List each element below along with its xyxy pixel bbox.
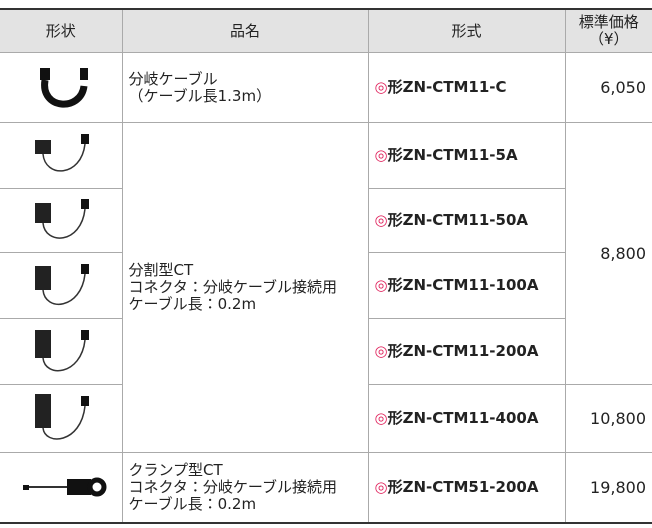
- row: ◎形ZN-CTM11-400A 10,800: [0, 384, 652, 453]
- row: 分岐ケーブル （ケーブル長1.3m） ◎形ZN-CTM11-C 6,050: [0, 52, 652, 123]
- name-cell: 分岐ケーブル （ケーブル長1.3m）: [121, 52, 369, 123]
- model-text: 形ZN-CTM51-200A: [387, 477, 539, 496]
- shape-cell: [0, 252, 123, 319]
- model-cell: ◎形ZN-CTM11-100A: [367, 252, 565, 319]
- name-cell: 分割型CT コネクタ：分岐ケーブル接続用 ケーブル長：0.2m: [121, 122, 369, 453]
- model-text: 形ZN-CTM11-C: [387, 78, 507, 96]
- name-line: コネクタ：分岐ケーブル接続用: [128, 477, 338, 496]
- model-text: 形ZN-CTM11-5A: [387, 146, 518, 164]
- model-mark: ◎: [374, 78, 388, 96]
- product-image: [34, 198, 89, 239]
- product-image: [39, 67, 88, 107]
- model-mark: ◎: [374, 409, 388, 427]
- name-line: 分岐ケーブル: [128, 69, 218, 88]
- name-line: クランプ型CT: [128, 460, 223, 479]
- name-cell: クランプ型CT コネクタ：分岐ケーブル接続用 ケーブル長：0.2m: [121, 452, 369, 523]
- name-line: 分割型CT: [128, 261, 194, 279]
- header-cell: 形式: [367, 8, 566, 53]
- row: ◎形ZN-CTM11-200A: [0, 318, 652, 385]
- product-image: [22, 477, 107, 497]
- name-line: ケーブル長：0.2m: [128, 494, 257, 513]
- model-cell: ◎形ZN-CTM11-50A: [367, 188, 565, 253]
- model-mark: ◎: [374, 276, 388, 294]
- model-cell: ◎形ZN-CTM11-5A: [367, 122, 566, 189]
- model-text: 形ZN-CTM11-200A: [387, 342, 539, 360]
- header-text: 形状: [45, 21, 76, 40]
- name-line: ケーブル長：0.2m: [128, 295, 257, 313]
- price-cell: 8,800: [564, 122, 652, 385]
- row: ◎形ZN-CTM11-50A: [0, 188, 652, 253]
- price-cell: 6,050: [564, 52, 652, 123]
- header-row: 形状 品名 形式 標準価格 （¥）: [0, 8, 652, 53]
- product-image: [34, 263, 89, 305]
- shape-cell: [0, 384, 123, 453]
- price-cell: 19,800: [564, 452, 652, 523]
- shape-cell: [0, 122, 123, 189]
- product-table: 形状 品名 形式 標準価格 （¥） 分岐ケーブル （ケーブル長1.3m） ◎形ZN-…: [0, 8, 652, 524]
- header-text: 形式: [451, 21, 482, 40]
- model-text: 形ZN-CTM11-100A: [387, 276, 539, 294]
- model-mark: ◎: [374, 477, 388, 496]
- header-cell: 形状: [0, 8, 123, 53]
- model-cell: ◎形ZN-CTM11-400A: [367, 384, 566, 453]
- product-image: [34, 329, 89, 371]
- header-text: （¥）: [588, 30, 629, 48]
- product-image: [34, 133, 89, 171]
- model-mark: ◎: [374, 342, 388, 360]
- name-line: （ケーブル長1.3m）: [128, 86, 272, 105]
- name-line: コネクタ：分岐ケーブル接続用: [128, 278, 338, 296]
- shape-cell: [0, 452, 123, 523]
- model-cell: ◎形ZN-CTM11-200A: [367, 318, 565, 385]
- model-mark: ◎: [374, 146, 388, 164]
- row: クランプ型CT コネクタ：分岐ケーブル接続用 ケーブル長：0.2m ◎形ZN-CTM…: [0, 452, 652, 523]
- model-cell: ◎形ZN-CTM11-C: [367, 52, 566, 123]
- product-image: [34, 393, 89, 440]
- model-cell: ◎形ZN-CTM51-200A: [367, 452, 566, 523]
- model-text: 形ZN-CTM11-400A: [387, 409, 539, 427]
- model-text: 形ZN-CTM11-50A: [387, 211, 528, 229]
- header-text: 品名: [229, 21, 260, 40]
- header-cell: 標準価格 （¥）: [564, 8, 652, 53]
- header-cell: 品名: [121, 8, 369, 53]
- price-cell: 10,800: [564, 384, 652, 453]
- row: 分割型CT コネクタ：分岐ケーブル接続用 ケーブル長：0.2m ◎形ZN-CTM11…: [0, 122, 652, 453]
- shape-cell: [0, 188, 123, 253]
- model-mark: ◎: [374, 211, 388, 229]
- header-text: 標準価格: [578, 13, 639, 31]
- shape-cell: [0, 318, 123, 385]
- shape-cell: [0, 52, 123, 123]
